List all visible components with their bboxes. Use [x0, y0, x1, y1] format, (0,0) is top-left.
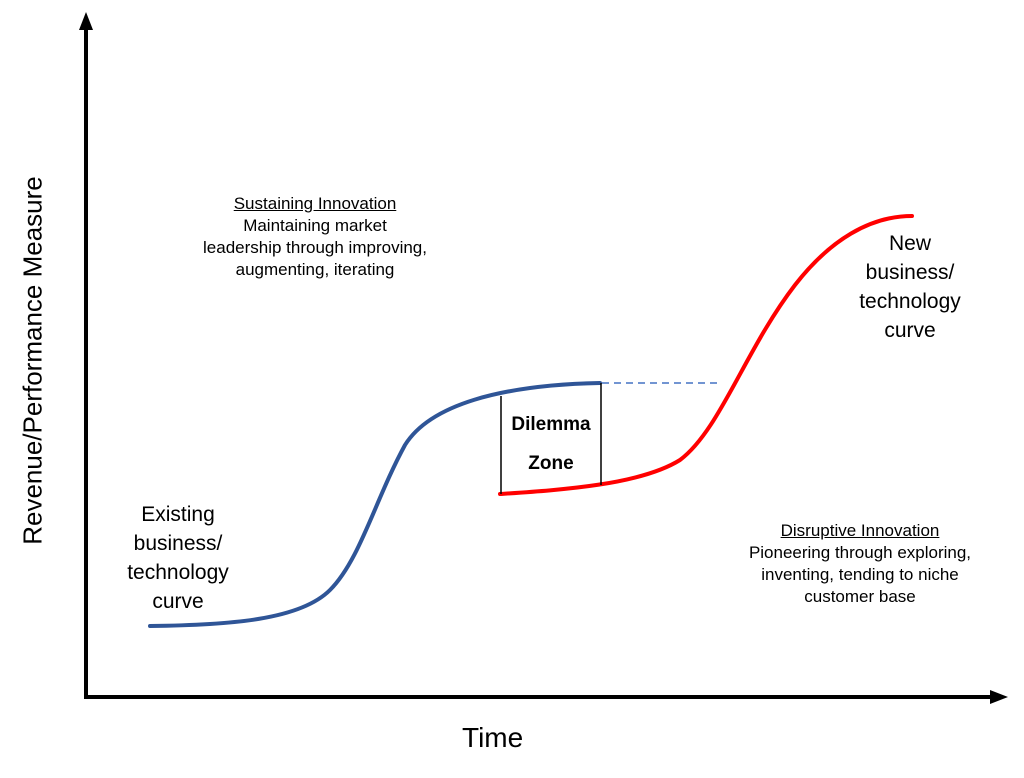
new-curve-label: New business/ technology curve [859, 232, 961, 342]
sustaining-innovation-note: Sustaining Innovation Maintaining market… [170, 193, 460, 281]
new-curve [498, 214, 914, 496]
existing-curve-label: Existing business/ technology curve [127, 503, 229, 613]
existing-curve [148, 381, 602, 628]
dilemma-zone-label: Dilemma Zone [511, 414, 591, 474]
x-axis-label: Time [462, 722, 524, 753]
disruptive-innovation-note: Disruptive Innovation Pioneering through… [715, 520, 1005, 608]
sustaining-innovation-title: Sustaining Innovation [233, 194, 397, 213]
y-axis-arrowhead [79, 12, 93, 30]
disruptive-innovation-title: Disruptive Innovation [780, 521, 940, 540]
y-axis-label: Revenue/Performance Measure [17, 176, 48, 545]
x-axis-arrowhead [990, 690, 1008, 704]
